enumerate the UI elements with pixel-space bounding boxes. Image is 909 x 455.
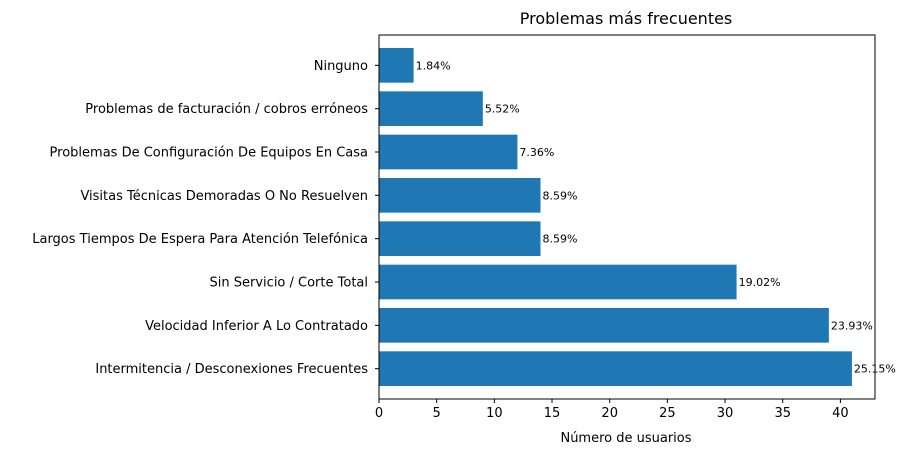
- bar-data-label: 8.59%: [542, 233, 577, 246]
- bar: [379, 351, 852, 386]
- y-tick-label: Intermitencia / Desconexiones Frecuentes: [95, 362, 368, 377]
- y-axis: Ninguno Problemas de facturación / cobros…: [32, 59, 379, 377]
- chart-title: Problemas más frecuentes: [520, 9, 733, 28]
- y-tick-label: Problemas de facturación / cobros erróne…: [85, 102, 368, 117]
- y-tick-label: Largos Tiempos De Espera Para Atención T…: [32, 232, 368, 247]
- bar: [379, 178, 541, 213]
- bar-data-label: 5.52%: [485, 103, 520, 116]
- y-tick-label: Velocidad Inferior A Lo Contratado: [145, 319, 368, 334]
- plot-area: 1.84%5.52%7.36%8.59%8.59%19.02%23.93%25.…: [379, 48, 896, 386]
- x-tick-label: 25: [659, 406, 676, 421]
- x-tick-label: 0: [375, 406, 383, 421]
- bar-data-label: 8.59%: [542, 189, 577, 202]
- x-axis: 0 5 10 15 20 25 30 35 40: [375, 399, 849, 421]
- bar-data-label: 7.36%: [519, 146, 554, 159]
- bar: [379, 91, 483, 126]
- bar-data-label: 19.02%: [739, 276, 781, 289]
- x-axis-label: Número de usuarios: [560, 431, 691, 446]
- x-tick-label: 35: [774, 406, 791, 421]
- bar: [379, 264, 737, 300]
- y-tick-label: Sin Servicio / Corte Total: [210, 276, 368, 291]
- y-tick-label: Ninguno: [314, 59, 368, 74]
- bar: [379, 134, 518, 170]
- x-tick-label: 10: [486, 406, 503, 421]
- y-tick-label: Visitas Técnicas Demoradas O No Resuelve…: [80, 189, 368, 204]
- bar: [379, 308, 829, 343]
- x-tick-label: 40: [832, 406, 849, 421]
- x-tick-label: 15: [544, 406, 561, 421]
- x-tick-label: 30: [717, 406, 734, 421]
- bar: [379, 221, 541, 256]
- bar-data-label: 23.93%: [831, 319, 873, 332]
- bar: [379, 48, 414, 83]
- x-tick-label: 20: [601, 406, 618, 421]
- bar-data-label: 1.84%: [416, 59, 451, 72]
- y-tick-label: Problemas De Configuración De Equipos En…: [50, 146, 368, 161]
- plot-frame: [378, 34, 876, 400]
- x-tick-label: 5: [433, 406, 441, 421]
